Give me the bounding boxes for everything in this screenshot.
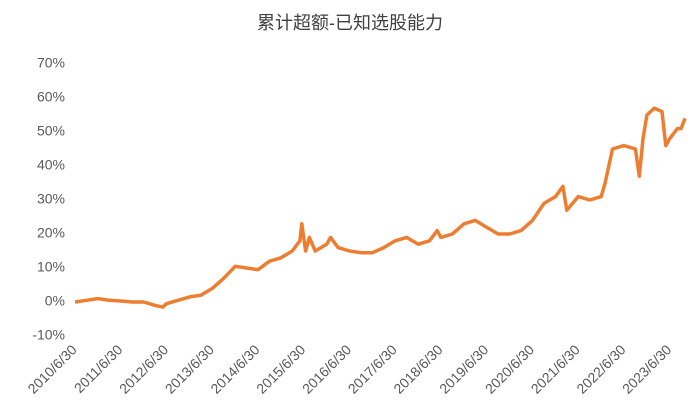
y-tick-label: 30%: [37, 191, 65, 207]
y-tick-label: 20%: [37, 225, 65, 241]
y-tick-label: 0%: [45, 293, 65, 309]
x-tick-label: 2016/6/30: [299, 341, 355, 397]
x-tick-label: 2017/6/30: [345, 341, 401, 397]
y-tick-label: 50%: [37, 123, 65, 139]
x-tick-label: 2014/6/30: [207, 341, 263, 397]
y-tick-label: -10%: [32, 327, 65, 343]
x-tick-label: 2020/6/30: [482, 341, 538, 397]
y-tick-label: 10%: [37, 259, 65, 275]
x-tick-label: 2019/6/30: [436, 341, 492, 397]
y-tick-label: 70%: [37, 55, 65, 71]
y-tick-label: 60%: [37, 89, 65, 105]
y-tick-label: 40%: [37, 157, 65, 173]
x-tick-label: 2012/6/30: [116, 341, 172, 397]
x-tick-label: 2015/6/30: [253, 341, 309, 397]
chart-title: 累计超额-已知选股能力: [257, 13, 443, 33]
x-tick-label: 2022/6/30: [573, 341, 629, 397]
x-tick-label: 2021/6/30: [528, 341, 584, 397]
x-tick-label: 2010/6/30: [24, 341, 80, 397]
line-series: [74, 106, 687, 309]
x-tick-label: 2018/6/30: [390, 341, 446, 397]
x-tick-label: 2013/6/30: [162, 341, 218, 397]
x-tick-label: 2023/6/30: [619, 341, 675, 397]
